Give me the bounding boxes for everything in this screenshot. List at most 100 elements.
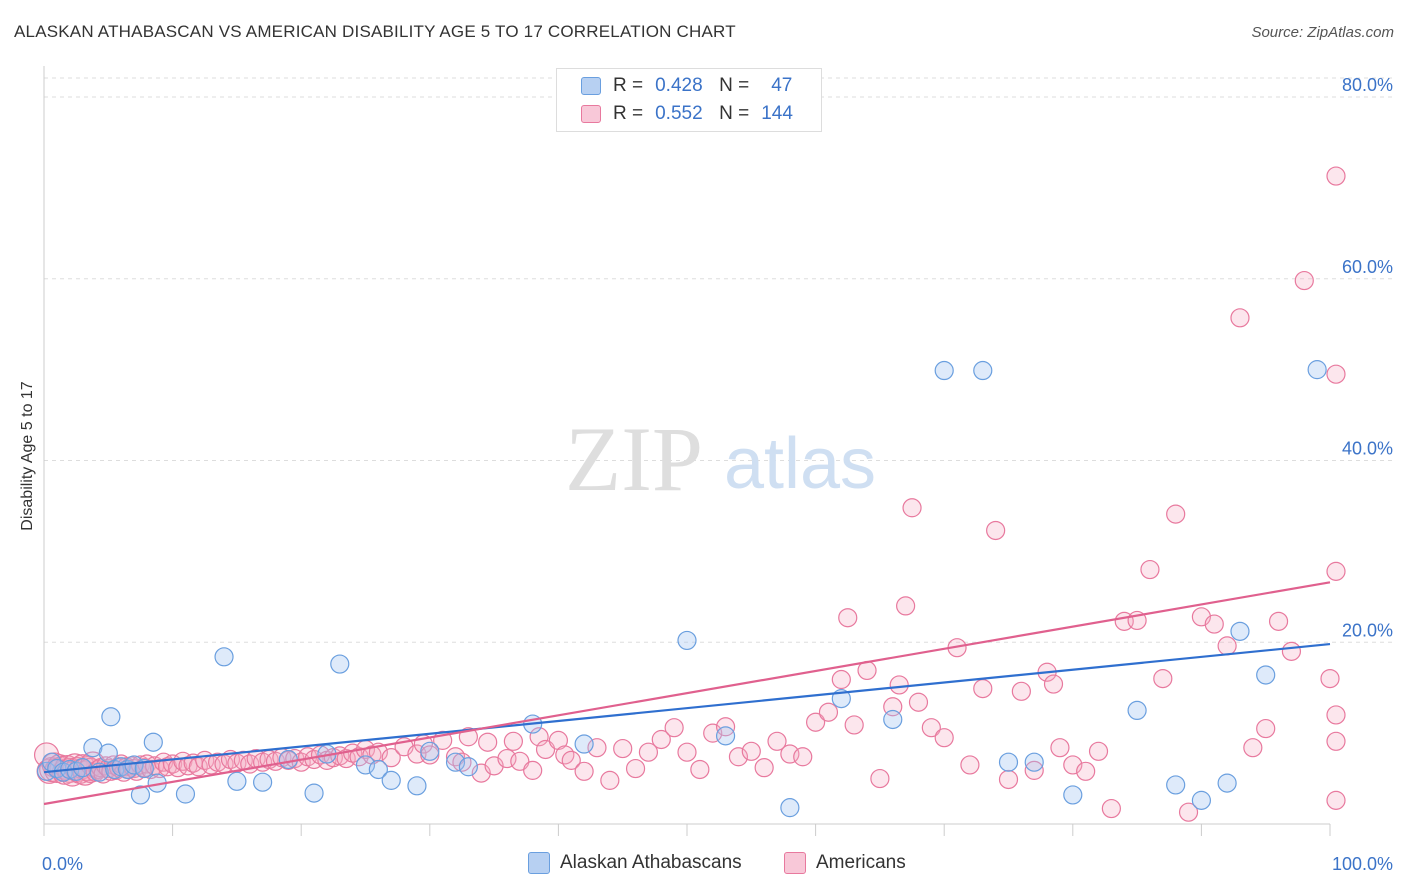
american-point: [1256, 718, 1276, 739]
american-point: [1043, 674, 1064, 694]
athabascan-point: [883, 709, 903, 730]
axes: [43, 66, 1331, 836]
american-point: [838, 608, 858, 628]
athabascan-point: [330, 654, 350, 674]
athabascan-point: [98, 743, 118, 763]
american-point: [664, 718, 684, 738]
legend-item-alaskan: Alaskan Athabascans: [528, 852, 742, 874]
stats-row-alaskan: R = 0.428 N = 47: [581, 73, 792, 99]
legend: Alaskan Athabascans Americans: [0, 852, 1406, 878]
r-label: R =: [613, 103, 644, 124]
athabascan-point: [780, 798, 800, 818]
american-point: [896, 596, 916, 616]
athabascan-point: [407, 776, 427, 796]
american-point: [1326, 790, 1346, 810]
x-tick-label: 100.0%: [1332, 854, 1393, 874]
athabascan-point: [934, 360, 954, 381]
american-point: [986, 520, 1006, 541]
american-point: [844, 715, 864, 735]
american-point: [600, 770, 620, 790]
american-point: [625, 758, 646, 779]
athabascan-point: [214, 647, 234, 667]
athabascan-point: [143, 732, 163, 752]
american-point: [754, 758, 774, 778]
blue-swatch: [581, 77, 601, 95]
stats-box: R = 0.428 N = 47 R = 0.552 N = 144: [556, 68, 822, 132]
american-point: [690, 759, 710, 780]
american-point: [1217, 636, 1237, 656]
american-point: [908, 692, 929, 712]
y-tick-label: 20.0%: [1342, 620, 1393, 640]
american-point: [793, 747, 813, 767]
athabascan-point: [1024, 752, 1044, 772]
watermark-atlas: atlas: [724, 424, 876, 504]
american-trend-line: [43, 581, 1331, 806]
athabascan-point: [253, 772, 273, 792]
watermark-zip: ZIP: [565, 408, 703, 510]
gridlines: [44, 77, 1392, 643]
american-point: [561, 750, 581, 770]
american-point: [613, 738, 633, 759]
y-tick-label: 80.0%: [1342, 75, 1393, 95]
american-point: [651, 729, 671, 750]
american-point: [1326, 705, 1346, 725]
american-point: [638, 742, 659, 762]
american-point: [902, 498, 922, 518]
legend-label: Americans: [816, 852, 906, 873]
american-point: [1011, 681, 1031, 701]
legend-item-americans: Americans: [784, 852, 906, 874]
american-point: [998, 769, 1019, 790]
athabascan-point: [1166, 775, 1186, 795]
pink-swatch: [581, 105, 601, 123]
american-point: [503, 731, 523, 751]
american-point: [1088, 741, 1109, 761]
athabascan-point: [381, 770, 401, 790]
r-value: 0.552: [655, 103, 703, 124]
american-point: [1326, 364, 1346, 384]
american-point: [1320, 668, 1340, 689]
r-label: R =: [613, 75, 644, 96]
athabascan-point: [130, 785, 151, 805]
american-point: [960, 755, 980, 775]
athabascan-point: [304, 783, 324, 803]
american-point: [574, 761, 594, 781]
athabascan-point: [420, 741, 440, 761]
athabascan-trend-line: [43, 642, 1331, 774]
american-point: [805, 712, 826, 732]
athabascan-point: [101, 707, 121, 727]
y-tick-label: 40.0%: [1342, 439, 1393, 459]
american-point: [818, 702, 839, 722]
athabascan-point: [278, 749, 298, 770]
athabascan-point: [1191, 790, 1212, 810]
legend-blue-swatch: [528, 852, 550, 874]
athabascan-point: [973, 360, 993, 381]
source-label: Source: ZipAtlas.com: [1251, 24, 1394, 41]
american-point: [1178, 802, 1199, 822]
american-point: [1153, 668, 1173, 689]
american-point: [587, 738, 607, 758]
athabascan-point: [227, 771, 247, 791]
stats-row-americans: R = 0.552 N = 144: [581, 101, 793, 127]
n-value: 47: [771, 75, 793, 96]
american-point: [973, 678, 993, 699]
athabascan-point: [1307, 360, 1327, 380]
american-point: [1230, 308, 1250, 328]
athabascan-point: [998, 752, 1019, 772]
athabascan-point: [1230, 621, 1250, 641]
athabascan-point: [1127, 700, 1147, 721]
legend-pink-swatch: [784, 852, 806, 874]
american-point: [1101, 798, 1121, 819]
athabascan-point: [445, 752, 466, 772]
american-point: [677, 742, 697, 762]
r-value: 0.428: [655, 75, 703, 96]
chart-title: ALASKAN ATHABASCAN VS AMERICAN DISABILIT…: [14, 22, 736, 41]
alaskan-athabascans-points: [36, 360, 1327, 818]
american-point: [523, 760, 543, 780]
american-point: [1050, 738, 1070, 758]
athabascan-point: [458, 757, 478, 777]
n-label: N =: [719, 103, 750, 124]
american-point: [381, 748, 401, 768]
american-point: [831, 669, 851, 690]
american-point: [934, 728, 954, 748]
american-point: [1243, 738, 1263, 758]
